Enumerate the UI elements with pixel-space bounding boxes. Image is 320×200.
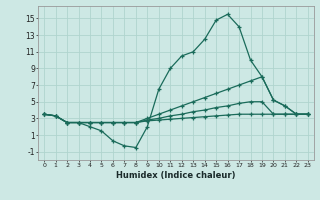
X-axis label: Humidex (Indice chaleur): Humidex (Indice chaleur): [116, 171, 236, 180]
